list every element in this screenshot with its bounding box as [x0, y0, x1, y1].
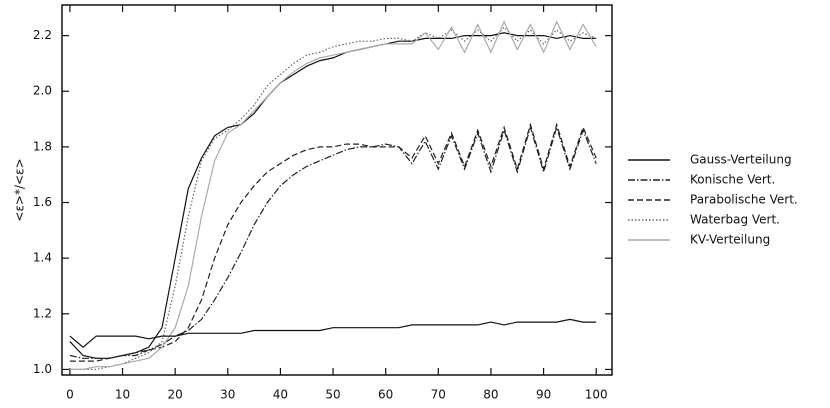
x-tick-label: 20 [168, 388, 183, 402]
series-line [69, 32, 597, 359]
y-tick-label: 1.6 [33, 195, 52, 209]
plot-frame [61, 4, 613, 376]
x-tick-label: 0 [66, 388, 74, 402]
x-tick-label: 50 [325, 388, 340, 402]
y-tick-label: 1.4 [33, 251, 52, 265]
x-tick-label: 40 [273, 388, 288, 402]
x-tick-label: 10 [115, 388, 130, 402]
series-line [69, 20, 597, 370]
x-tick-label: 90 [536, 388, 551, 402]
y-tick-label: 1.2 [33, 306, 52, 320]
legend-label: Konische Vert. [690, 173, 775, 187]
x-tick-label: 60 [378, 388, 393, 402]
x-tick-label: 80 [483, 388, 498, 402]
x-tick-label: 30 [220, 388, 235, 402]
x-tick-label: 100 [585, 388, 608, 402]
y-tick-label: 2.2 [33, 28, 52, 42]
series-line [69, 26, 597, 370]
series-line [69, 318, 597, 348]
y-tick-label: 2.0 [33, 84, 52, 98]
y-axis-label: <ε>*/<ε> [13, 158, 27, 221]
series-line [69, 122, 597, 362]
y-tick-label: 1.8 [33, 139, 52, 153]
legend-label: Parabolische Vert. [690, 193, 798, 207]
x-tick-label: 70 [431, 388, 446, 402]
legend-label: Gauss-Verteilung [690, 153, 792, 167]
legend-label: Waterbag Vert. [690, 213, 780, 227]
series-line [69, 125, 597, 359]
legend-label: KV-Verteilung [690, 233, 770, 247]
y-tick-label: 1.0 [33, 362, 52, 376]
